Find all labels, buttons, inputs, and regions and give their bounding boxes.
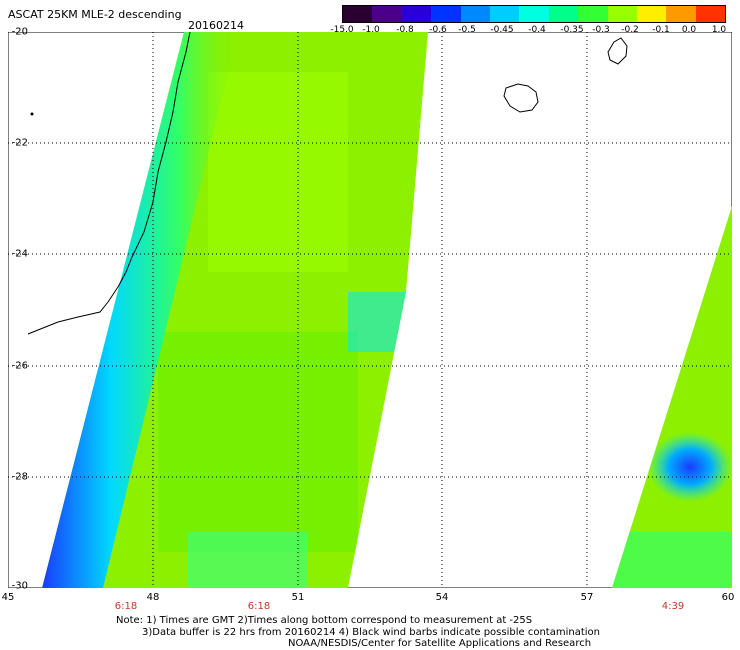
colorbar-label: -15.0 (330, 25, 354, 35)
colorbar-label: 1.0 (711, 25, 727, 35)
mauritius-island (607, 37, 628, 65)
colorbar-label: -0.2 (621, 25, 639, 35)
colorbar-label: -0.1 (652, 25, 670, 35)
colorbar-swatch (636, 6, 667, 22)
pass-time-label: 6:18 (114, 601, 138, 612)
note-line-3: NOAA/NESDIS/Center for Satellite Applica… (288, 638, 592, 649)
lat-label: -28 (11, 471, 28, 483)
lat-label: -24 (11, 248, 28, 260)
map-date: 20160214 (188, 19, 244, 32)
colorbar-swatch (607, 6, 637, 22)
lon-label: 51 (291, 592, 305, 603)
note-line-2: 3)Data buffer is 22 hrs from 20160214 4)… (142, 627, 600, 638)
colorbar (342, 5, 726, 23)
colorbar-label: -0.35 (560, 25, 584, 35)
colorbar-swatch (578, 6, 608, 22)
colorbar-swatch (489, 6, 520, 22)
colorbar-swatch (401, 6, 432, 22)
colorbar-label: -1.0 (362, 25, 380, 35)
lon-label: 60 (721, 592, 735, 603)
colorbar-swatch (666, 6, 696, 22)
grid-lines (8, 32, 732, 588)
colorbar-swatch (460, 6, 490, 22)
colorbar-swatch (431, 6, 461, 22)
colorbar-label: 0.0 (681, 25, 697, 35)
colorbar-label: -0.8 (396, 25, 414, 35)
madagascar-coastline (27, 32, 191, 335)
reunion-island (503, 83, 539, 113)
lon-label: 54 (435, 592, 449, 603)
lat-label: -20 (11, 26, 28, 38)
colorbar-label: -0.45 (490, 25, 514, 35)
colorbar-label: -0.6 (429, 25, 447, 35)
lat-label: -26 (11, 360, 28, 372)
map-plot (8, 32, 732, 588)
lon-label: 48 (146, 592, 160, 603)
pass-time-label: 4:39 (661, 601, 685, 612)
islet-marker (30, 112, 34, 116)
colorbar-swatch (372, 6, 402, 22)
colorbar-label: -0.5 (458, 25, 476, 35)
map-title: ASCAT 25KM MLE-2 descending (8, 8, 182, 21)
lat-label: -30 (11, 580, 28, 592)
lon-label: 57 (580, 592, 594, 603)
colorbar-swatch (343, 6, 373, 22)
swath-main (42, 32, 428, 588)
lon-label: 45 (1, 592, 15, 603)
colorbar-swatch (548, 6, 579, 22)
colorbar-swatch (519, 6, 549, 22)
colorbar-swatch (695, 6, 726, 22)
colorbar-label: -0.4 (528, 25, 546, 35)
colorbar-label: -0.3 (592, 25, 610, 35)
pass-time-label: 6:18 (247, 601, 271, 612)
note-line-1: Note: 1) Times are GMT 2)Times along bot… (116, 615, 533, 626)
lat-label: -22 (11, 137, 28, 149)
